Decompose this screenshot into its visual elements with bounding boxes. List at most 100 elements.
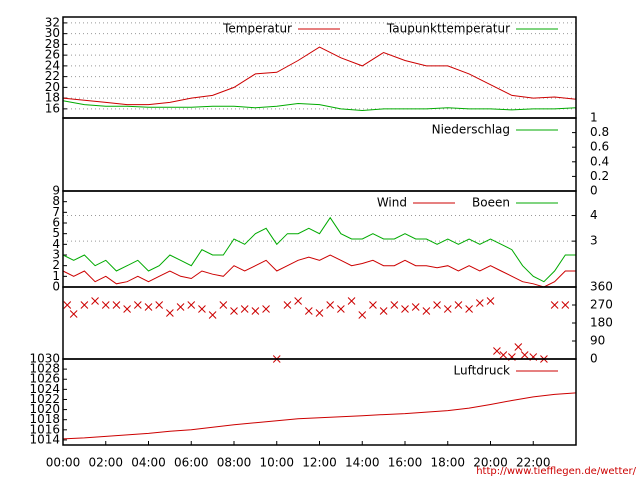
y-tick-label: 1 (52, 269, 60, 283)
y-tick-label: 9 (52, 184, 60, 198)
point (411, 303, 420, 311)
y-tick-label: 7 (52, 205, 60, 219)
point (166, 309, 174, 317)
y2-tick-label: 180 (590, 316, 613, 330)
y-tick-label: 1018 (29, 412, 60, 426)
x-tick-label: 12:00 (302, 456, 337, 470)
point (401, 305, 409, 313)
point (251, 307, 260, 315)
y2-tick-label: 360 (590, 280, 613, 294)
y-tick-label: 2 (52, 258, 60, 272)
y2-tick-label: 0.2 (590, 169, 609, 183)
point (520, 351, 529, 359)
y2-tick-label: 4 (590, 208, 598, 222)
point (379, 307, 388, 315)
legend-label: Boeen (472, 196, 510, 210)
point (422, 307, 431, 315)
y-tick-label: 1024 (29, 382, 60, 396)
legend-label: Wind (377, 196, 407, 210)
y-tick-label: 1026 (29, 372, 60, 386)
x-tick-label: 22:00 (516, 456, 551, 470)
point (369, 301, 377, 309)
y-tick-label: 32 (45, 15, 60, 29)
y-tick-label: 3 (52, 248, 60, 262)
x-tick-label: 04:00 (131, 456, 166, 470)
series-line (62, 254, 576, 288)
y2-tick-label: 3 (590, 234, 598, 248)
y-tick-label: 5 (52, 226, 60, 240)
point (230, 307, 238, 315)
point (63, 301, 72, 309)
x-tick-label: 06:00 (174, 456, 209, 470)
x-tick-label: 00:00 (46, 456, 81, 470)
point (176, 303, 185, 311)
series-line (62, 392, 577, 440)
x-tick-label: 10:00 (259, 456, 294, 470)
y-tick-label: 6 (52, 216, 60, 230)
point (347, 297, 356, 305)
y-tick-label: 8 (52, 194, 60, 208)
x-tick-label: 02:00 (88, 456, 123, 470)
y-tick-label: 1028 (29, 362, 60, 376)
point (219, 301, 228, 309)
y-tick-label: 1016 (29, 422, 60, 436)
point (493, 347, 501, 355)
point (390, 301, 399, 309)
point (262, 305, 270, 313)
point (283, 301, 292, 309)
y-tick-label: 26 (45, 48, 60, 62)
x-tick-label: 16:00 (388, 456, 423, 470)
series-line (62, 216, 576, 283)
y-tick-label: 1020 (29, 402, 60, 416)
point (326, 301, 335, 309)
point (550, 301, 559, 309)
y-tick-label: 1022 (29, 392, 60, 406)
series-line (62, 100, 577, 112)
point (443, 305, 452, 313)
point (465, 305, 473, 313)
y-tick-label: 1030 (29, 352, 60, 366)
point (80, 301, 89, 309)
y-tick-label: 0 (52, 280, 60, 294)
y2-tick-label: 1 (590, 111, 598, 125)
x-tick-label: 14:00 (345, 456, 380, 470)
point (499, 351, 508, 359)
point (69, 310, 78, 318)
series-line (62, 46, 577, 106)
point (561, 301, 570, 309)
point (315, 309, 324, 317)
point (294, 297, 302, 305)
point (240, 305, 249, 313)
point (155, 301, 164, 309)
point (454, 301, 463, 309)
y-tick-label: 4 (52, 237, 60, 251)
x-tick-label: 08:00 (217, 456, 252, 470)
point (91, 297, 99, 305)
y-tick-label: 16 (45, 101, 60, 115)
source-url: http://www.tiefflegen.de/wetter/ (476, 466, 636, 477)
point (133, 301, 142, 309)
legend-label: Taupunkttemperatur (386, 22, 510, 36)
point (433, 301, 441, 309)
point (101, 301, 110, 309)
point (514, 343, 523, 351)
point (187, 301, 196, 309)
y2-tick-label: 0.4 (590, 154, 609, 168)
point (304, 307, 313, 315)
y-tick-label: 24 (45, 58, 60, 72)
point (144, 303, 153, 311)
point (337, 305, 345, 313)
y-tick-label: 20 (45, 80, 60, 94)
y2-tick-label: 0 (590, 352, 598, 366)
legend-label: Niederschlag (432, 123, 510, 137)
y-tick-label: 18 (45, 91, 60, 105)
point (208, 311, 217, 319)
y-tick-label: 28 (45, 37, 60, 51)
point (112, 301, 121, 309)
point (198, 305, 206, 313)
y2-tick-label: 0.6 (590, 140, 609, 154)
y-tick-label: 1014 (29, 432, 60, 446)
point (358, 311, 367, 319)
